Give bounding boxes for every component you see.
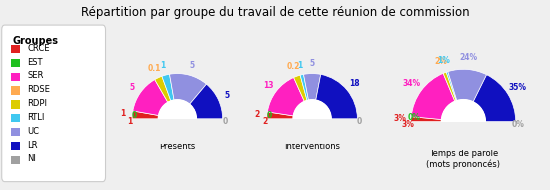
Text: 0: 0 bbox=[357, 116, 362, 126]
Wedge shape bbox=[448, 69, 487, 102]
Text: CRCE: CRCE bbox=[27, 44, 50, 53]
Text: 1%: 1% bbox=[437, 56, 450, 66]
Wedge shape bbox=[316, 74, 358, 119]
Bar bbox=[119, 119, 236, 144]
Wedge shape bbox=[267, 78, 304, 116]
Bar bbox=[11, 100, 20, 108]
Text: RTLI: RTLI bbox=[27, 113, 45, 122]
Text: Temps de parole
(mots prononcés): Temps de parole (mots prononcés) bbox=[426, 149, 500, 169]
Text: RDPI: RDPI bbox=[27, 99, 47, 108]
Bar bbox=[395, 122, 531, 150]
Bar bbox=[11, 114, 20, 122]
Circle shape bbox=[158, 100, 196, 138]
Wedge shape bbox=[443, 72, 456, 101]
Text: 1: 1 bbox=[297, 61, 302, 70]
Bar bbox=[254, 119, 371, 144]
Text: 5: 5 bbox=[225, 91, 230, 100]
Text: Répartition par groupe du travail de cette réunion de commission: Répartition par groupe du travail de cet… bbox=[81, 6, 469, 19]
Text: Groupes: Groupes bbox=[13, 36, 59, 46]
Text: EST: EST bbox=[27, 58, 43, 66]
Wedge shape bbox=[132, 111, 158, 119]
Bar bbox=[11, 86, 20, 95]
Text: 2: 2 bbox=[255, 110, 260, 119]
Text: 5: 5 bbox=[130, 83, 135, 92]
Wedge shape bbox=[267, 112, 293, 119]
Text: 3%: 3% bbox=[393, 114, 406, 123]
Wedge shape bbox=[304, 74, 321, 100]
Text: 0.1: 0.1 bbox=[147, 64, 161, 73]
Bar bbox=[11, 128, 20, 136]
Bar bbox=[11, 73, 20, 81]
Wedge shape bbox=[294, 75, 307, 101]
Text: 5: 5 bbox=[189, 61, 194, 70]
Wedge shape bbox=[169, 74, 206, 104]
Text: 34%: 34% bbox=[403, 79, 421, 88]
Text: 0.2: 0.2 bbox=[287, 62, 300, 71]
Text: SER: SER bbox=[27, 71, 43, 80]
Text: 1: 1 bbox=[120, 109, 125, 119]
Circle shape bbox=[442, 100, 485, 144]
Text: 24%: 24% bbox=[459, 53, 477, 63]
Text: 0: 0 bbox=[222, 116, 228, 126]
Text: Présents: Présents bbox=[160, 142, 195, 151]
Wedge shape bbox=[411, 73, 455, 120]
Text: 0%: 0% bbox=[512, 120, 525, 129]
Text: 35%: 35% bbox=[509, 83, 527, 93]
Bar bbox=[11, 156, 20, 164]
Wedge shape bbox=[411, 117, 442, 122]
Wedge shape bbox=[133, 80, 168, 116]
Wedge shape bbox=[190, 84, 223, 119]
Circle shape bbox=[293, 100, 331, 138]
Bar bbox=[11, 59, 20, 67]
Text: 5: 5 bbox=[310, 59, 315, 68]
Text: 0%: 0% bbox=[407, 113, 420, 122]
Wedge shape bbox=[473, 75, 516, 122]
Text: 13: 13 bbox=[263, 81, 273, 90]
Wedge shape bbox=[162, 74, 174, 101]
Text: LR: LR bbox=[27, 141, 37, 150]
Text: RDSE: RDSE bbox=[27, 85, 50, 94]
Text: Interventions: Interventions bbox=[284, 142, 340, 151]
Text: 0: 0 bbox=[132, 111, 137, 120]
Text: 3%: 3% bbox=[402, 120, 415, 129]
Text: 1: 1 bbox=[127, 116, 133, 126]
Text: 1: 1 bbox=[161, 61, 166, 70]
Text: NI: NI bbox=[27, 154, 36, 163]
Wedge shape bbox=[155, 76, 171, 102]
Bar bbox=[11, 45, 20, 53]
Wedge shape bbox=[300, 74, 309, 101]
Text: 2: 2 bbox=[262, 116, 267, 126]
FancyBboxPatch shape bbox=[2, 25, 106, 182]
Wedge shape bbox=[446, 72, 457, 101]
Bar bbox=[11, 142, 20, 150]
Text: 2%: 2% bbox=[434, 58, 447, 66]
Text: 18: 18 bbox=[349, 79, 360, 88]
Text: UC: UC bbox=[27, 127, 39, 136]
Text: 0: 0 bbox=[267, 111, 272, 120]
